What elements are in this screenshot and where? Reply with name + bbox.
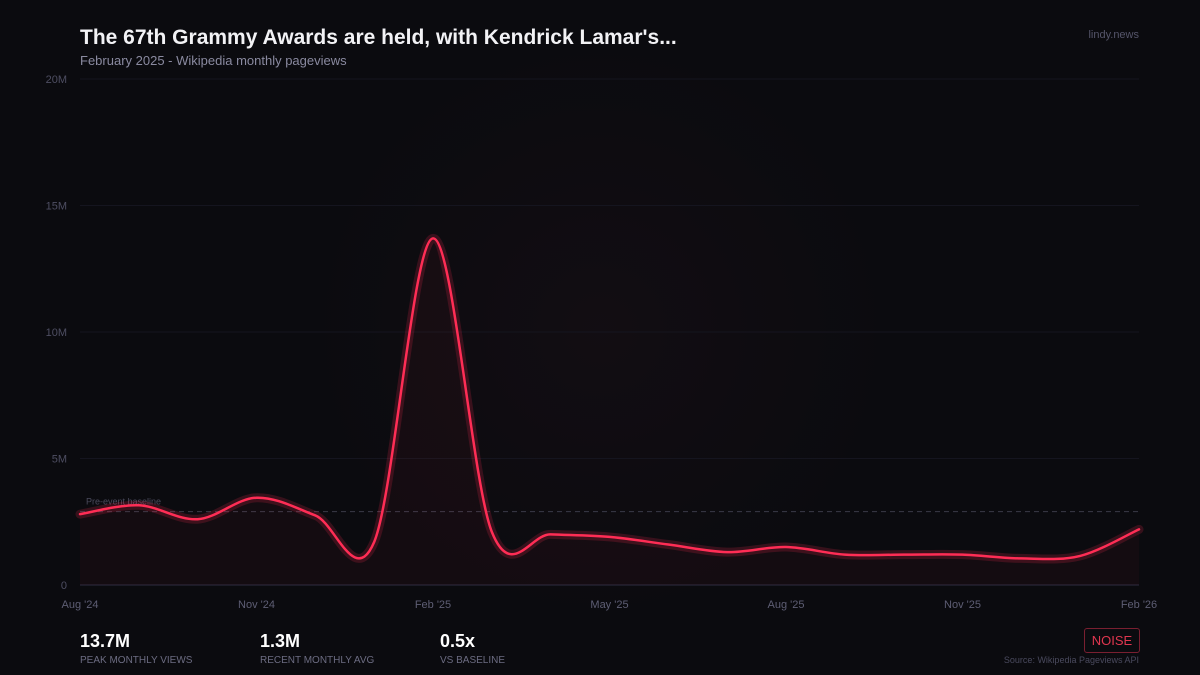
- stat-value: 1.3M: [260, 631, 301, 651]
- area-fill: [80, 238, 1139, 586]
- chart-title: The 67th Grammy Awards are held, with Ke…: [80, 26, 677, 49]
- stat-label: RECENT MONTHLY AVG: [260, 655, 375, 666]
- brand-link[interactable]: lindy.news: [1088, 29, 1139, 41]
- y-tick-label: 0: [61, 580, 67, 592]
- stat-label: VS BASELINE: [440, 655, 506, 666]
- stat-value: 13.7M: [80, 631, 131, 651]
- stat-value: 0.5x: [440, 631, 476, 651]
- chart-subtitle: February 2025 - Wikipedia monthly pagevi…: [80, 53, 347, 68]
- x-tick-label: Feb '25: [415, 599, 451, 611]
- baseline-label: Pre-event baseline: [86, 497, 161, 507]
- stat-label: PEAK MONTHLY VIEWS: [80, 655, 193, 666]
- stat-recent-avg: 1.3M RECENT MONTHLY AVG: [260, 631, 374, 666]
- y-tick-label: 5M: [52, 454, 67, 466]
- x-tick-label: Aug '24: [62, 599, 99, 611]
- noise-badge: NOISE: [1084, 628, 1140, 653]
- x-tick-label: Nov '25: [944, 599, 981, 611]
- x-tick-label: Nov '24: [238, 599, 275, 611]
- background-glow: [310, 40, 890, 620]
- y-tick-label: 10M: [46, 327, 67, 339]
- y-tick-label: 20M: [46, 74, 67, 86]
- line-chart: 0 5M 10M 15M 20M Aug '24 Nov '24 Feb '25 May '25…: [46, 74, 1158, 611]
- stat-vs-baseline: 0.5x VS BASELINE: [440, 631, 505, 666]
- x-tick-label: May '25: [590, 599, 628, 611]
- source-note: Source: Wikipedia Pageviews API: [1003, 655, 1139, 665]
- x-tick-label: Aug '25: [768, 599, 805, 611]
- series-line: [78, 237, 1141, 561]
- stat-peak: 13.7M PEAK MONTHLY VIEWS: [80, 631, 192, 666]
- y-tick-label: 15M: [46, 201, 67, 213]
- x-tick-label: Feb '26: [1121, 599, 1157, 611]
